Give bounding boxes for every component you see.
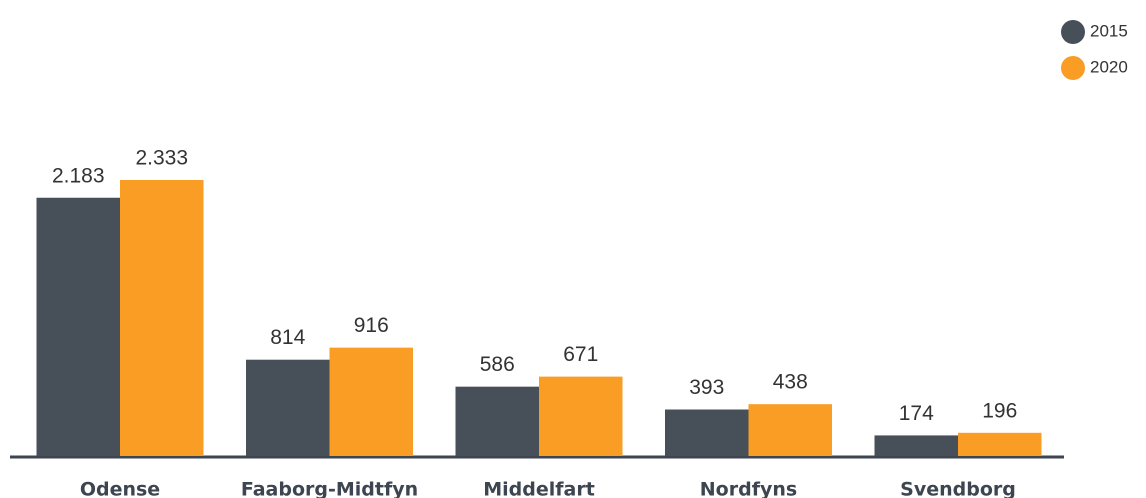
legend-swatch xyxy=(1061,56,1085,80)
bar xyxy=(120,180,204,456)
x-tick-label: Middelfart xyxy=(483,479,595,498)
x-tick-label: Nordfyns xyxy=(700,479,797,498)
x-tick-label: Faaborg-Midtfyn xyxy=(241,479,418,498)
bar xyxy=(874,435,958,456)
x-tick-label: Svendborg xyxy=(900,479,1016,498)
bar xyxy=(329,347,413,456)
data-label: 586 xyxy=(480,353,515,376)
bar xyxy=(748,404,832,456)
legend-label: 2020 xyxy=(1090,57,1128,76)
data-label: 438 xyxy=(773,371,808,394)
bar xyxy=(36,197,120,456)
bar xyxy=(246,359,330,456)
bar xyxy=(539,376,623,456)
data-label: 174 xyxy=(899,402,934,425)
data-label: 916 xyxy=(354,314,389,337)
data-label: 671 xyxy=(563,343,598,366)
bar xyxy=(455,386,539,456)
data-label: 814 xyxy=(270,326,305,349)
bar xyxy=(958,432,1042,456)
bar xyxy=(665,409,749,456)
x-tick-label: Odense xyxy=(80,479,160,498)
data-label: 196 xyxy=(982,399,1017,422)
legend-label: 2015 xyxy=(1090,21,1128,40)
legend-swatch xyxy=(1061,20,1085,44)
data-label: 2.333 xyxy=(135,147,188,170)
data-label: 393 xyxy=(689,376,724,399)
data-label: 2.183 xyxy=(52,164,105,187)
